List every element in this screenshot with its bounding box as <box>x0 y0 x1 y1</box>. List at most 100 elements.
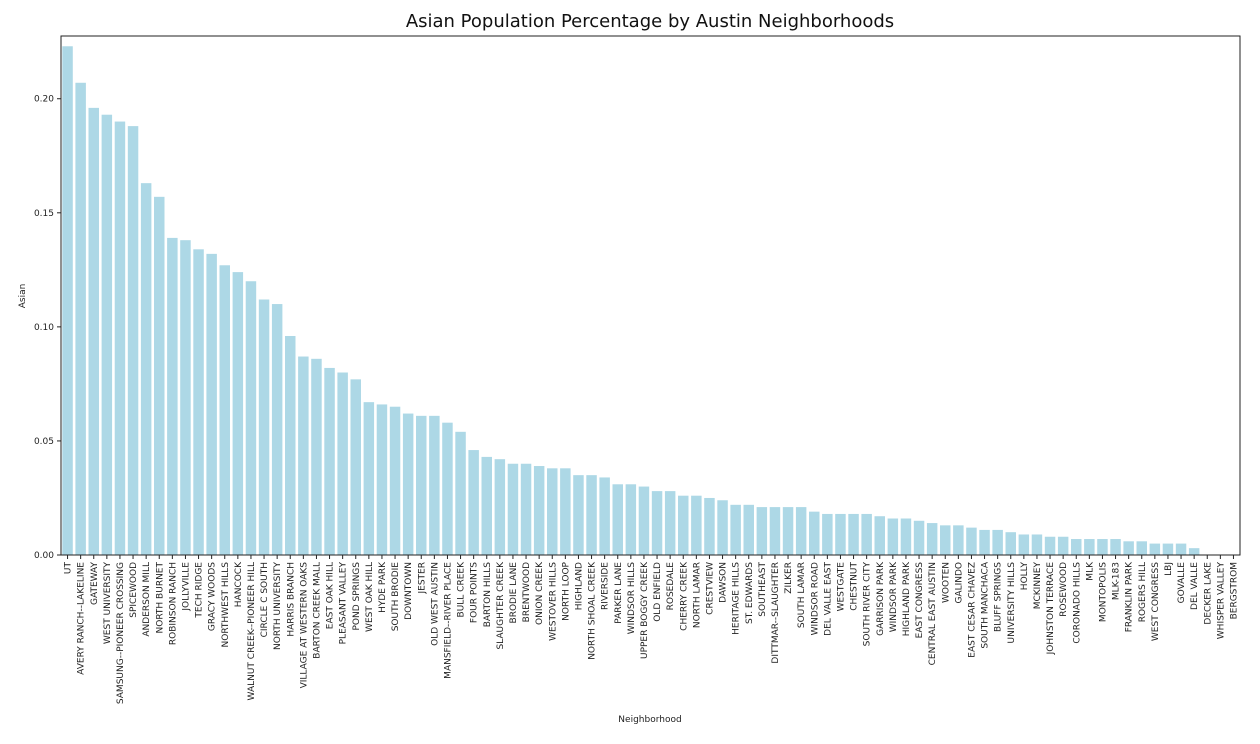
x-axis: UT AVERY RANCH--LAKELINE GATEWAY WEST UNIVE… <box>64 555 1239 704</box>
x-tick-label: BRENTWOOD <box>522 562 532 622</box>
bar <box>311 358 322 555</box>
bar <box>350 379 361 555</box>
bar <box>127 126 139 556</box>
bar <box>612 484 623 555</box>
bar <box>1097 539 1108 555</box>
x-tick-label: HERITAGE HILLS <box>732 562 742 635</box>
bar <box>206 253 217 555</box>
x-tick-label: BULL CREEK <box>457 561 467 618</box>
x-tick-label: GATEWAY <box>90 562 100 605</box>
x-tick-label: SOUTH BRODIE <box>391 562 401 632</box>
bars-layer <box>62 46 1200 556</box>
x-tick-label: CIRCLE C SOUTH <box>260 562 270 637</box>
x-tick-label: HARRIS BRANCH <box>286 562 296 637</box>
x-tick-label: BARTON HILLS <box>483 562 493 628</box>
chart-title: Asian Population Percentage by Austin Ne… <box>406 11 894 32</box>
x-tick-label: RIVERSIDE <box>601 562 611 610</box>
bar <box>1057 536 1069 555</box>
bar <box>547 468 558 555</box>
bar <box>1175 543 1187 555</box>
x-tick-label: CORONADO HILLS <box>1072 562 1082 644</box>
bar <box>167 237 178 555</box>
x-tick-label: SOUTHEAST <box>758 561 768 616</box>
x-tick-label: EAST CESAR CHAVEZ <box>967 562 977 658</box>
x-axis-label: Neighborhood <box>618 715 681 725</box>
x-tick-label: WEST OAK HILL <box>365 562 375 632</box>
x-tick-label: BRODIE LANE <box>509 562 519 624</box>
x-tick-label: WESTOVER HILLS <box>548 562 558 641</box>
x-tick-label: WESTGATE <box>836 562 846 612</box>
x-tick-label: WHISPER VALLEY <box>1216 562 1226 640</box>
bar <box>900 518 912 555</box>
bar <box>586 475 597 555</box>
x-tick-label: WINDSOR HILLS <box>627 562 637 635</box>
bar <box>926 523 938 555</box>
x-tick-label: CHESTNUT <box>850 562 860 611</box>
bar <box>1031 534 1043 555</box>
x-tick-label: UNIVERSITY HILLS <box>1007 562 1017 644</box>
bar <box>363 402 375 555</box>
plot-frame <box>60 35 1241 556</box>
bar <box>992 529 1003 555</box>
x-tick-label: AVERY RANCH--LAKELINE <box>77 562 87 675</box>
bar <box>887 518 899 555</box>
x-tick-label: DAWSON <box>719 562 729 603</box>
x-tick-label: ANDERSON MILL <box>142 562 152 637</box>
x-tick-label: PLEASANT VALLEY <box>339 562 349 645</box>
x-tick-label: HIGHLAND <box>574 562 584 610</box>
x-tick-label: MLK <box>1085 561 1095 581</box>
x-tick-label: WINDSOR PARK <box>889 561 899 632</box>
x-tick-label: BARTON CREEK MALL <box>312 562 322 659</box>
bar <box>1162 543 1174 555</box>
bar <box>429 415 440 555</box>
x-tick-label: TECH RIDGE <box>195 562 205 619</box>
bar <box>651 491 663 555</box>
y-tick-label: 0.20 <box>34 95 54 105</box>
bar <box>691 495 702 555</box>
bar <box>573 475 584 555</box>
bar <box>809 511 820 555</box>
bar <box>271 304 283 555</box>
x-tick-label: WOOTEN <box>941 562 951 603</box>
bar <box>62 46 73 556</box>
bar <box>1188 548 1200 555</box>
bar <box>756 507 768 555</box>
bar <box>88 107 99 556</box>
x-tick-label: VILLAGE AT WESTERN OAKS <box>299 562 309 689</box>
bar <box>717 500 728 555</box>
bar <box>848 513 859 555</box>
x-tick-label: NORTH BURNET <box>155 562 165 634</box>
x-tick-label: HOLLY <box>1020 562 1030 591</box>
plot-border <box>60 35 1241 556</box>
x-tick-label: SOUTH LAMAR <box>797 562 807 628</box>
bar <box>402 413 414 555</box>
x-tick-label: ROGERS HILL <box>1138 562 1148 622</box>
x-tick-label: DEL VALLE EAST <box>823 561 833 635</box>
x-tick-label: NORTH LOOP <box>561 561 571 620</box>
x-tick-label: POND SPRINGS <box>352 562 362 631</box>
x-tick-label: LBJ <box>1164 562 1174 576</box>
x-tick-label: JOHNSTON TERRACE <box>1046 562 1056 656</box>
bar <box>979 529 990 555</box>
bar <box>743 504 754 555</box>
x-tick-label: DEL VALLE <box>1190 562 1200 610</box>
bar <box>861 513 872 555</box>
x-tick-label: NORTHWEST HILLS <box>221 562 231 648</box>
x-tick-label: UPPER BOGGY CREEK <box>640 561 650 659</box>
bar <box>75 82 86 556</box>
x-tick-label: ROBINSON RANCH <box>168 562 178 645</box>
x-tick-label: CENTRAL EAST AUSTIN <box>928 562 938 665</box>
x-tick-label: OLD ENFIELD <box>653 562 663 622</box>
bar <box>520 463 532 555</box>
bar <box>324 367 335 555</box>
bar <box>481 456 492 555</box>
x-tick-label: BLUFF SPRINGS <box>994 562 1004 632</box>
x-tick-label: MLK-183 <box>1112 562 1122 600</box>
bar <box>193 249 204 556</box>
x-tick-label: FRANKLIN PARK <box>1125 561 1135 632</box>
y-tick-label: 0.10 <box>34 323 54 333</box>
bar <box>638 486 650 555</box>
bar <box>1084 539 1095 555</box>
x-tick-label: SAMSUNG--PIONEER CROSSING <box>116 562 126 704</box>
x-tick-label: ONION CREEK <box>535 561 545 625</box>
